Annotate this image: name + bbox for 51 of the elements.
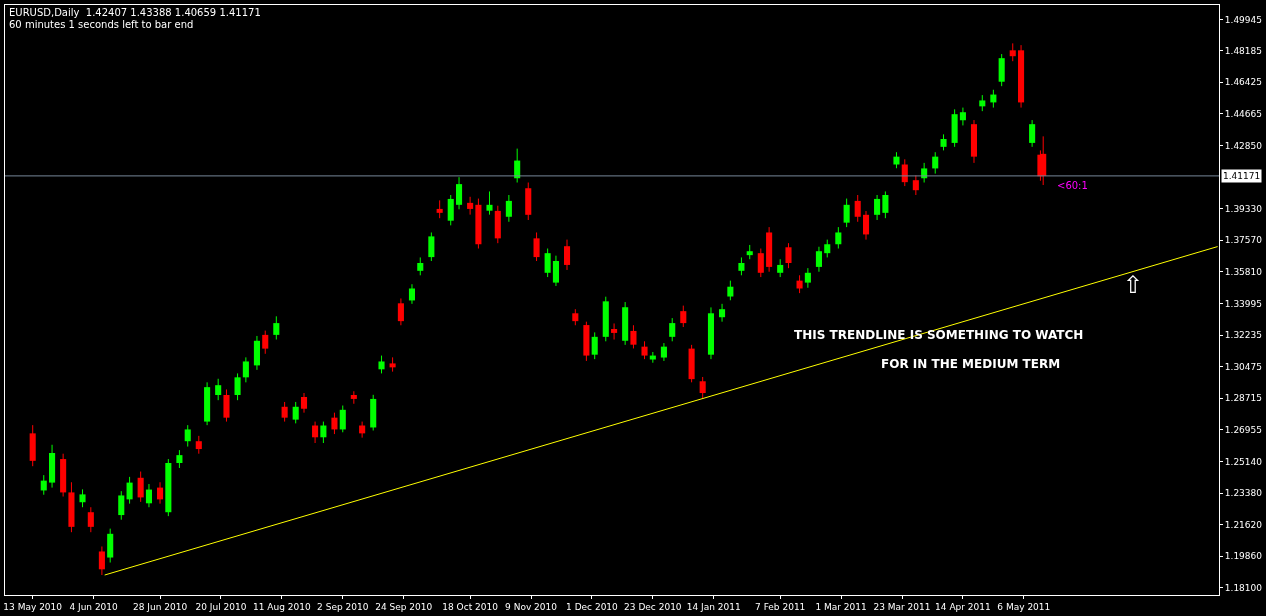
candlestick (630, 324, 637, 349)
y-tick-label: 1.26955 (1224, 424, 1263, 435)
candlestick (331, 412, 338, 435)
y-tick-label: 1.18100 (1224, 582, 1263, 593)
y-tick-label: 1.37570 (1224, 235, 1263, 246)
candlestick (378, 355, 385, 374)
x-tick-label: 7 Feb 2011 (755, 601, 806, 612)
y-tick-label: 1.44665 (1224, 108, 1263, 119)
x-tick-label: 23 Mar 2011 (873, 601, 931, 612)
y-tick-label: 1.35810 (1224, 266, 1263, 277)
candlestick (79, 488, 86, 508)
chart-title: EURUSD,Daily 1.42407 1.43388 1.40659 1.41171 (9, 7, 261, 18)
x-tick-label: 4 Jun 2010 (69, 601, 119, 612)
x-tick-label: 13 May 2010 (3, 601, 63, 612)
annotation: <60:1 (1057, 180, 1088, 191)
candlestick (940, 133, 947, 151)
x-tick-label: 23 Dec 2010 (624, 601, 682, 612)
candlestick (893, 151, 900, 169)
candlestick (223, 388, 230, 423)
x-tick-label: 24 Sep 2010 (375, 601, 433, 612)
y-tick-label: 1.48185 (1224, 45, 1263, 56)
x-tick-label: 14 Jan 2011 (686, 601, 741, 612)
text: 60 minutes 1 seconds left to bar end (9, 19, 194, 30)
annotation: FOR IN THE MEDIUM TERM (881, 357, 1061, 371)
x-tick-label: 14 Apr 2011 (935, 601, 991, 612)
y-tick-label: 1.19860 (1224, 551, 1263, 562)
y-tick-label: 1.49945 (1224, 14, 1263, 25)
y-tick-label: 1.46425 (1224, 77, 1263, 88)
annotation: ⇧ (1123, 271, 1144, 299)
y-tick-label: 1.23380 (1224, 488, 1263, 499)
y-tick-label: 1.30475 (1224, 361, 1263, 372)
x-tick-label: 1 Mar 2011 (815, 601, 867, 612)
candlestick (641, 340, 648, 360)
x-tick-label: 11 Aug 2010 (253, 601, 311, 612)
y-tick-label: 1.33995 (1224, 299, 1263, 310)
x-tick-label: 9 Nov 2010 (505, 601, 558, 612)
candlestick (785, 242, 792, 269)
x-tick-label: 2 Sep 2010 (317, 601, 369, 612)
x-tick-label: 28 Jun 2010 (132, 601, 188, 612)
y-tick-label: 1.28715 (1224, 393, 1263, 404)
y-tick-label: 1.39330 (1224, 203, 1263, 214)
x-tick-label: 1 Dec 2010 (566, 601, 619, 612)
y-tick-label: 1.25140 (1224, 457, 1263, 468)
candlestick (486, 190, 493, 216)
x-tick-label: 18 Oct 2010 (442, 601, 499, 612)
ref-line-label: 1.41171 (1223, 171, 1261, 181)
x-tick-label: 20 Jul 2010 (195, 601, 247, 612)
y-tick-label: 1.32235 (1224, 330, 1263, 341)
x-tick-label: 6 May 2011 (997, 601, 1051, 612)
y-tick-label: 1.42850 (1224, 141, 1263, 152)
y-tick-label: 1.21620 (1224, 519, 1263, 530)
